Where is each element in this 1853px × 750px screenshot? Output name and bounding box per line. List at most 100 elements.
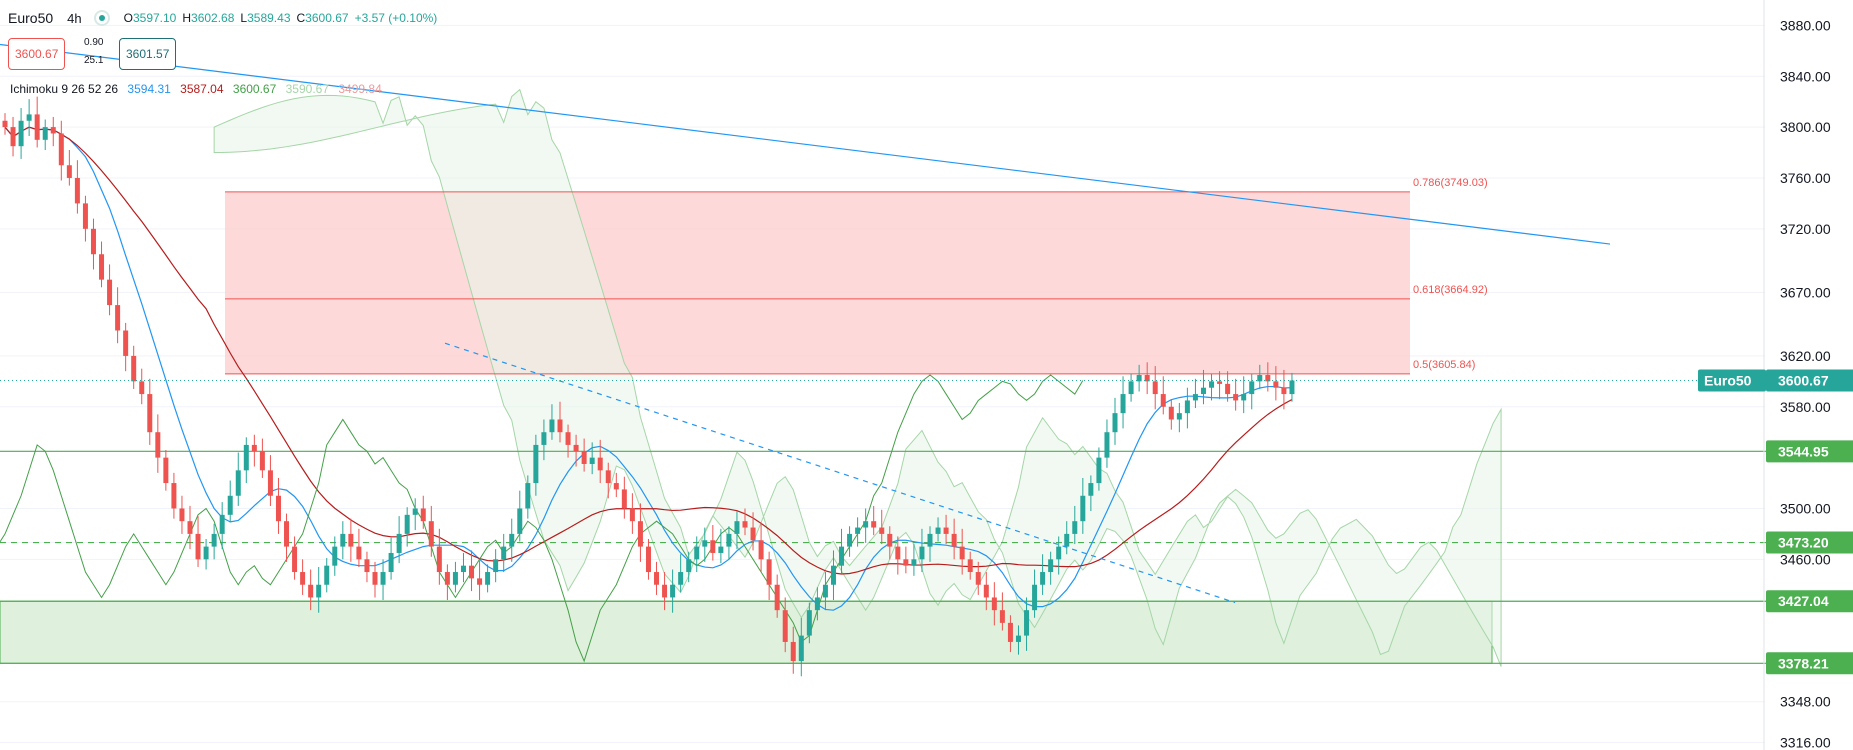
candle-body-154 [1241,394,1247,401]
candle-body-68 [549,419,555,433]
low-value: 3589.43 [247,11,291,25]
cloud-area [213,88,1502,667]
high-label: H [182,11,192,25]
candle-body-82 [662,584,668,598]
candle-body-137 [1104,432,1110,458]
candle-body-119 [959,546,965,560]
candle-body-53 [428,521,434,547]
candle-body-44 [356,546,362,560]
candle-body-75 [605,470,611,484]
level-label-2: 3427.04 [1778,593,1829,609]
dashed-trend-line[interactable] [444,342,1236,604]
buy-button[interactable]: 3601.57 [119,38,177,70]
candle-body-42 [340,533,346,547]
market-status-icon [93,10,110,26]
candle-body-131 [1056,546,1062,560]
candle-body-74 [597,457,603,471]
timeframe[interactable]: 4h [67,10,82,26]
sell-button[interactable]: 3600.67 [8,38,66,70]
candle-body-34 [275,495,281,522]
indicator-legend[interactable]: Ichimoku 9 26 52 26 3594.31 3587.04 3600… [10,82,388,96]
candle-body-48 [388,552,394,573]
axis-tick-15: 3316.00 [1780,734,1831,750]
candle-body-61 [493,559,499,573]
candle-body-77 [621,489,627,509]
candle-body-85 [686,559,692,573]
candle-body-20 [163,457,169,484]
candle-body-83 [670,584,676,598]
low-label: L [240,11,248,25]
trend-line[interactable] [0,43,1611,245]
candle-body-140 [1128,381,1134,395]
candle-body-21 [171,483,177,509]
candle-body-132 [1064,533,1070,547]
candle-body-101 [814,597,820,611]
candle-body-102 [822,584,828,598]
symbol-title[interactable]: Euro50 [8,10,54,26]
last-price-symbol: Euro50 [1704,373,1752,389]
candle-body-5 [42,127,48,140]
horizontal-levels: 3544.95 3473.20 3427.04 3378.21 [0,440,1853,675]
candle-body-11 [90,228,96,255]
candle-body-116 [935,527,941,534]
candle-body-156 [1257,375,1263,382]
candle-body-93 [750,527,756,541]
candle-body-112 [903,559,909,566]
candle-body-57 [460,565,466,573]
candle-body-47 [380,572,386,585]
level-label-0: 3544.95 [1778,443,1829,459]
candle-body-135 [1088,483,1094,496]
candle-body-88 [710,540,716,553]
candle-body-122 [983,584,989,598]
open-label: O [123,11,133,25]
candle-body-19 [155,432,161,458]
ichimoku-cloud [213,88,1502,667]
candle-body-95 [766,559,772,585]
candle-body-32 [259,451,265,471]
candle-body-146 [1176,413,1182,420]
base-line [4,126,1293,575]
candle-body-54 [436,546,442,573]
candle-body-160 [1289,380,1295,395]
candle-body-84 [678,572,684,585]
candle-body-144 [1160,394,1166,407]
candle-body-78 [629,508,635,522]
candle-body-90 [726,533,732,547]
candle-body-72 [581,451,587,464]
candle-body-25 [203,546,209,560]
open-value: 3597.10 [132,11,177,25]
candle-body-67 [541,432,547,445]
fib-levels: 0.786(3749.03) 0.618(3664.92) 0.5(3605.84) [225,177,1488,375]
candle-body-152 [1225,383,1231,395]
candle-body-118 [951,533,957,547]
candle-body-17 [139,381,145,395]
candle-body-150 [1209,381,1215,388]
candle-body-106 [855,527,861,534]
candle-body-151 [1217,381,1223,384]
axis-tick-9: 3500.00 [1780,500,1831,516]
fib-label-2: 0.5(3605.84) [1413,359,1475,371]
candle-body-126 [1015,635,1021,642]
candle-body-49 [396,533,402,553]
level-label-bg-3 [1766,652,1853,675]
candle-body-37 [300,572,306,585]
candle-body-158 [1273,381,1279,388]
candle-body-24 [195,533,201,560]
axis-tick-11: 3460.00 [1780,551,1831,567]
last-price-bg [1766,369,1853,392]
candle-body-121 [975,572,981,585]
candle-body-12 [99,254,105,280]
candle-body-30 [243,444,249,471]
candle-body-7 [58,133,64,166]
candle-body-1 [10,127,16,147]
level-label-bg-2 [1766,590,1853,613]
candle-body-136 [1096,457,1102,484]
indicator-value-span-a: 3590.67 [285,82,330,96]
change-value: +3.57 (+0.10%) [354,11,438,25]
high-value: 3602.68 [191,11,235,25]
axis-tick-2: 3800.00 [1780,119,1831,135]
candle-body-23 [187,521,193,534]
candle-body-99 [798,635,804,662]
